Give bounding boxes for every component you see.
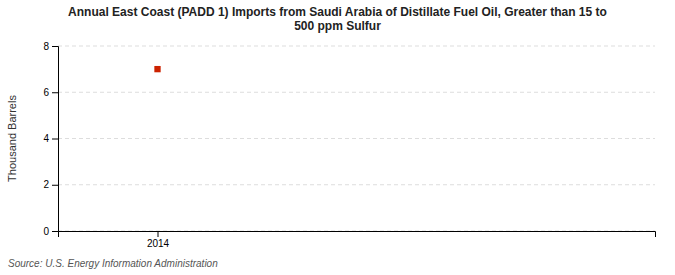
y-tick: 4 <box>43 133 58 144</box>
y-axis-title: Thousand Barrels <box>6 95 18 182</box>
y-tick: 0 <box>43 226 58 237</box>
grid <box>58 46 655 231</box>
y-tick-label: 8 <box>43 41 49 52</box>
y-tick-mark <box>52 46 58 47</box>
y-tick-label: 4 <box>43 133 49 144</box>
y-tick-mark <box>52 139 58 140</box>
y-axis-line <box>52 47 59 232</box>
title: Annual East Coast (PADD 1) Imports from … <box>68 5 607 33</box>
y-tick-label: 6 <box>43 87 49 98</box>
y-tick: 6 <box>43 87 58 98</box>
y-tick-mark <box>52 92 58 93</box>
x-tick: 2014 <box>147 231 170 249</box>
y-tick: 2 <box>43 179 58 190</box>
y-tick-mark <box>52 185 58 186</box>
y-tick-label: 2 <box>43 179 49 190</box>
plot-area: 2014 0 2 4 6 8 <box>43 41 655 249</box>
source-note: Source: U.S. Energy Information Administ… <box>8 258 218 269</box>
grid-line <box>58 138 655 139</box>
marks <box>154 66 160 72</box>
y-tick: 8 <box>43 41 58 52</box>
x-axis: 2014 <box>59 231 656 249</box>
x-tick-label: 2014 <box>147 238 170 249</box>
x-tick-mark <box>158 231 159 237</box>
y-tick-label: 0 <box>43 226 49 237</box>
point <box>154 66 160 72</box>
x-axis-line <box>59 232 656 238</box>
grid-line <box>58 184 655 185</box>
grid-line <box>58 92 655 93</box>
y-tick-mark <box>52 231 58 232</box>
chart: Annual East Coast (PADD 1) Imports from … <box>0 0 675 275</box>
grid-line <box>58 46 655 47</box>
y-axis: 0 2 4 6 8 <box>43 41 58 237</box>
